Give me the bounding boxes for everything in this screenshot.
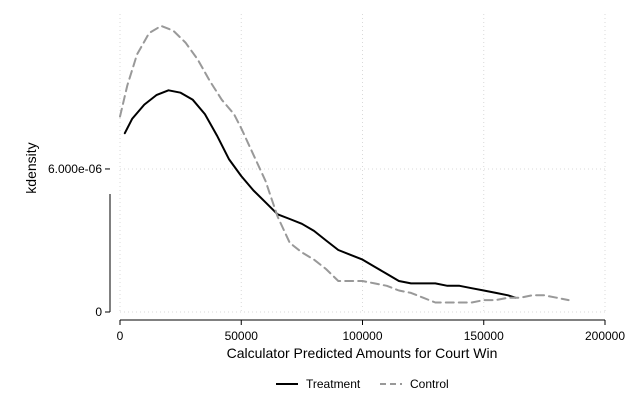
x-tick-label: 0 — [117, 329, 124, 343]
x-tick-label: 200000 — [585, 329, 625, 343]
x-tick-label: 150000 — [464, 329, 504, 343]
x-tick-label: 100000 — [342, 329, 382, 343]
series-line-control — [119, 24, 570, 304]
ticks: 0 50000 100000 150000 200000 0 6.000e-06 — [48, 162, 625, 343]
series-line-treatment — [123, 89, 517, 299]
grid-lines — [119, 14, 606, 313]
x-tick-label: 50000 — [225, 329, 259, 343]
x-axis-title: Calculator Predicted Amounts for Court W… — [227, 345, 498, 361]
legend: Treatment Control — [276, 377, 449, 391]
y-axis-title: kdensity — [23, 142, 39, 193]
series-lines — [119, 24, 570, 304]
legend-label-control: Control — [410, 377, 449, 391]
y-tick-label: 0 — [95, 305, 102, 319]
legend-label-treatment: Treatment — [306, 377, 361, 391]
y-tick-label: 6.000e-06 — [48, 162, 102, 176]
